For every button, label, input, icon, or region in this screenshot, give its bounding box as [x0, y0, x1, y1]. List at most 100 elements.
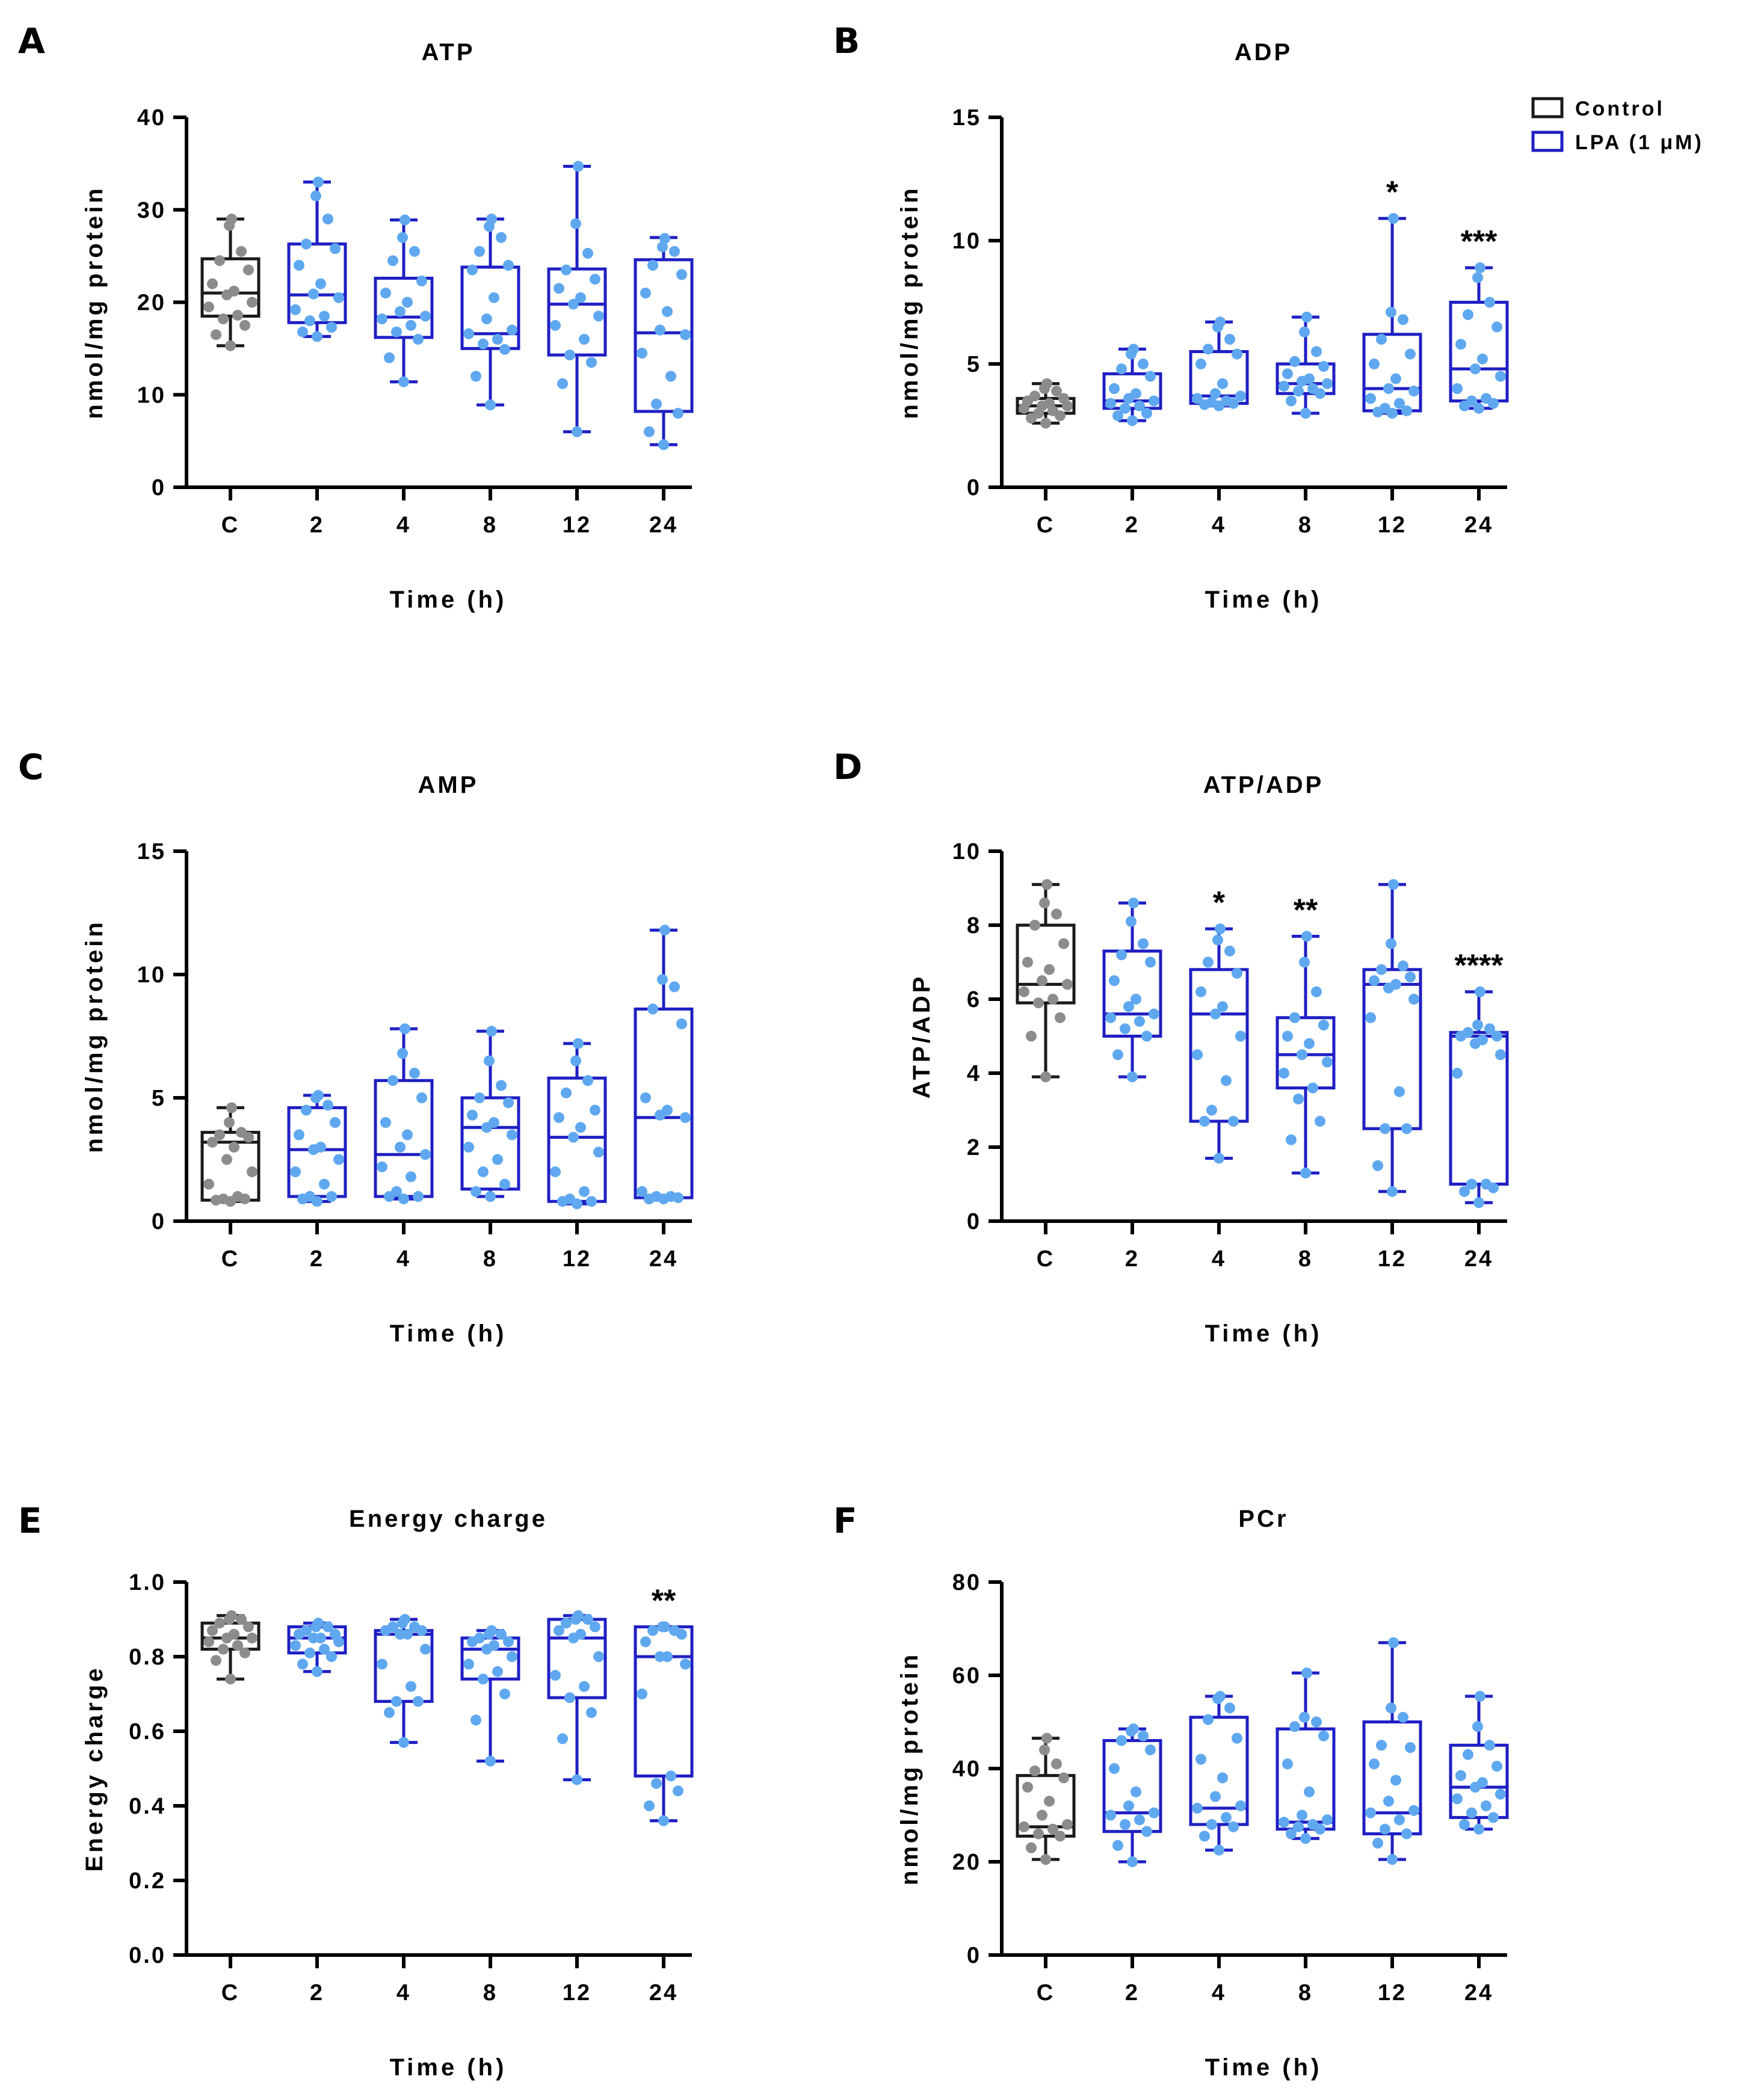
- box-iqr: [287, 242, 347, 324]
- x-tick-label: 24: [1464, 1246, 1493, 1272]
- data-point: [486, 1026, 497, 1037]
- data-point: [391, 326, 402, 337]
- x-tick-label: 2: [1125, 1980, 1140, 2006]
- data-point: [1408, 994, 1419, 1005]
- data-point: [1128, 1723, 1139, 1735]
- data-point: [492, 334, 503, 345]
- data-point: [1203, 343, 1214, 355]
- x-axis-label: Time (h): [1205, 2054, 1322, 2081]
- data-point: [1299, 956, 1310, 968]
- data-point: [572, 1774, 582, 1785]
- y-tick-label: 0.8: [129, 1645, 166, 1670]
- data-point: [218, 1643, 229, 1655]
- y-axis-label: nmol/mg protein: [896, 1652, 923, 1885]
- data-point: [203, 301, 214, 313]
- data-point: [1289, 1721, 1300, 1732]
- data-point: [290, 1166, 301, 1177]
- data-point: [644, 426, 655, 437]
- box-24: ****: [1449, 949, 1509, 1209]
- y-tick-label: 0.0: [129, 1943, 166, 1968]
- data-point: [1040, 1854, 1051, 1865]
- box-iqr: [1276, 1016, 1336, 1090]
- y-tick-label: 40: [137, 105, 166, 131]
- data-point: [224, 1117, 235, 1128]
- x-tick-label: C: [221, 513, 239, 538]
- significance-annotation: ****: [1455, 949, 1504, 984]
- box-12: [1362, 1637, 1422, 1865]
- data-point: [657, 241, 668, 253]
- data-point: [1369, 975, 1380, 987]
- data-point: [489, 1640, 499, 1651]
- data-point: [478, 1674, 489, 1685]
- box-4: [374, 214, 434, 387]
- data-point: [1192, 1049, 1203, 1061]
- data-point: [637, 348, 647, 359]
- data-point: [1388, 213, 1399, 224]
- data-point: [1026, 1842, 1037, 1853]
- data-point: [575, 1628, 586, 1640]
- data-point: [665, 1191, 676, 1202]
- box-iqr: [1102, 372, 1162, 410]
- data-point: [467, 1109, 478, 1121]
- data-point: [1214, 1153, 1224, 1164]
- data-point: [1047, 1823, 1058, 1835]
- x-tick-label: C: [1037, 1980, 1055, 2006]
- data-point: [1475, 1690, 1485, 1702]
- data-point: [243, 1621, 254, 1633]
- data-point: [1232, 967, 1242, 979]
- data-point: [1221, 395, 1232, 407]
- data-point: [669, 245, 680, 257]
- box-8: [460, 214, 520, 411]
- data-point: [1123, 1001, 1134, 1012]
- x-tick-label: C: [221, 1246, 239, 1272]
- data-point: [1383, 383, 1394, 394]
- data-point: [582, 1075, 593, 1086]
- data-point: [1040, 417, 1051, 429]
- data-point: [554, 1625, 564, 1636]
- data-point: [290, 1640, 301, 1651]
- data-point: [1022, 956, 1033, 968]
- x-tick-label: 12: [1378, 1246, 1407, 1272]
- data-point: [416, 276, 427, 287]
- data-point: [315, 278, 326, 289]
- data-point: [1307, 1819, 1318, 1830]
- data-point: [1405, 971, 1416, 983]
- data-point: [326, 1651, 337, 1662]
- y-tick-label: 10: [952, 839, 981, 864]
- data-point: [1235, 390, 1246, 402]
- data-point: [1105, 1012, 1116, 1023]
- data-point: [1138, 1730, 1149, 1741]
- data-point: [1401, 1123, 1412, 1135]
- data-point: [1388, 879, 1399, 890]
- data-point: [474, 1633, 485, 1643]
- x-tick-label: C: [1037, 1246, 1055, 1272]
- chart-title: Energy charge: [349, 1506, 548, 1532]
- chart-title: PCr: [1238, 1506, 1288, 1532]
- data-point: [1304, 1038, 1315, 1049]
- data-point: [484, 1055, 495, 1067]
- data-point: [413, 334, 424, 345]
- data-point: [1033, 1828, 1044, 1840]
- data-point: [582, 1614, 593, 1625]
- data-point: [1192, 1802, 1203, 1814]
- data-point: [207, 1625, 218, 1636]
- data-point: [1466, 395, 1477, 407]
- data-point: [1286, 1828, 1297, 1840]
- box-12: [1362, 879, 1422, 1197]
- data-point: [1387, 1854, 1398, 1865]
- data-point: [1203, 956, 1214, 968]
- data-point: [586, 1707, 597, 1718]
- data-point: [226, 214, 237, 225]
- box-4: [374, 1023, 434, 1205]
- data-point: [1206, 396, 1217, 408]
- data-point: [236, 1127, 247, 1138]
- data-point: [1475, 986, 1485, 997]
- x-tick-label: 4: [1212, 1246, 1226, 1272]
- data-point: [377, 313, 387, 325]
- data-point: [326, 1191, 337, 1202]
- data-point: [315, 1142, 326, 1153]
- data-point: [203, 1178, 214, 1190]
- data-point: [665, 371, 676, 382]
- data-point: [1307, 1082, 1318, 1094]
- data-point: [406, 1681, 416, 1692]
